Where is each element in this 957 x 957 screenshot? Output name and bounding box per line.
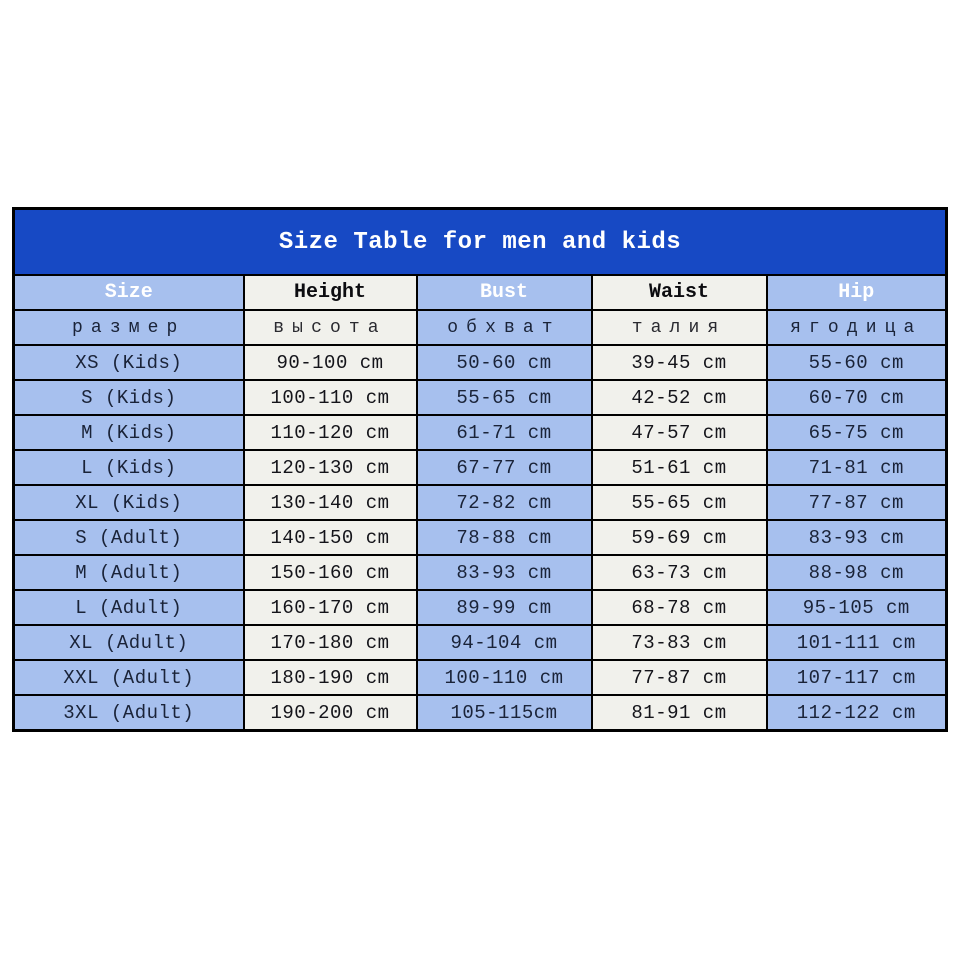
size-cell: XL (Kids) [12,484,245,521]
height-cell: 90-100 cm [242,344,418,381]
size-table: Size Table for men and kids Size Height … [12,207,949,732]
size-cell: M (Kids) [12,414,245,451]
waist-cell: 42-52 cm [590,379,768,416]
table-title: Size Table for men and kids [12,207,948,276]
bust-cell: 55-65 cm [415,379,593,416]
header-row: Size Height Bust Waist Hip [12,274,948,311]
waist-cell: 68-78 cm [590,589,768,626]
height-cell: 120-130 cm [242,449,418,486]
waist-cell: 63-73 cm [590,554,768,591]
height-cell: 190-200 cm [242,694,418,732]
table-row: L (Adult) 160-170 cm 89-99 cm 68-78 cm 95-10… [12,589,948,626]
size-table-container: Size Table for men and kids Size Height … [12,207,949,732]
title-row: Size Table for men and kids [12,207,948,276]
height-cell: 150-160 cm [242,554,418,591]
waist-cell: 39-45 cm [590,344,768,381]
table-row: S (Kids) 100-110 cm 55-65 cm 42-52 cm 60-70 … [12,379,948,416]
bust-cell: 100-110 cm [415,659,593,696]
table-row: 3XL (Adult) 190-200 cm 105-115cm 81-91 cm 11… [12,694,948,732]
bust-cell: 67-77 cm [415,449,593,486]
table-row: XL (Kids) 130-140 cm 72-82 cm 55-65 cm 77-87… [12,484,948,521]
table-body: XS (Kids) 90-100 cm 50-60 cm 39-45 cm 55-60 … [12,344,948,732]
hip-cell: 107-117 cm [765,659,948,696]
table-row: XL (Adult) 170-180 cm 94-104 cm 73-83 cm 101… [12,624,948,661]
table-row: L (Kids) 120-130 cm 67-77 cm 51-61 cm 71-81 … [12,449,948,486]
table-row: M (Kids) 110-120 cm 61-71 cm 47-57 cm 65-75 … [12,414,948,451]
column-subheader-hip-ru: ягодица [765,309,948,346]
bust-cell: 61-71 cm [415,414,593,451]
waist-cell: 77-87 cm [590,659,768,696]
waist-cell: 55-65 cm [590,484,768,521]
bust-cell: 89-99 cm [415,589,593,626]
hip-cell: 77-87 cm [765,484,948,521]
hip-cell: 71-81 cm [765,449,948,486]
table-row: M (Adult) 150-160 cm 83-93 cm 63-73 cm 88-98… [12,554,948,591]
column-header-bust: Bust [415,274,593,311]
height-cell: 180-190 cm [242,659,418,696]
table-row: XS (Kids) 90-100 cm 50-60 cm 39-45 cm 55-60 … [12,344,948,381]
hip-cell: 55-60 cm [765,344,948,381]
column-subheader-bust-ru: обхват [415,309,593,346]
height-cell: 100-110 cm [242,379,418,416]
table-row: XXL (Adult) 180-190 cm 100-110 cm 77-87 cm 1… [12,659,948,696]
height-cell: 160-170 cm [242,589,418,626]
hip-cell: 88-98 cm [765,554,948,591]
column-header-height: Height [242,274,418,311]
bust-cell: 72-82 cm [415,484,593,521]
hip-cell: 95-105 cm [765,589,948,626]
size-cell: XS (Kids) [12,344,245,381]
column-subheader-waist-ru: талия [590,309,768,346]
bust-cell: 83-93 cm [415,554,593,591]
height-cell: 110-120 cm [242,414,418,451]
waist-cell: 73-83 cm [590,624,768,661]
bust-cell: 105-115cm [415,694,593,732]
column-header-waist: Waist [590,274,768,311]
size-cell: 3XL (Adult) [12,694,245,732]
hip-cell: 83-93 cm [765,519,948,556]
size-cell: M (Adult) [12,554,245,591]
russian-header-row: размер высота обхват талия ягодица [12,309,948,346]
hip-cell: 101-111 cm [765,624,948,661]
hip-cell: 112-122 cm [765,694,948,732]
waist-cell: 59-69 cm [590,519,768,556]
column-header-size: Size [12,274,245,311]
column-subheader-height-ru: высота [242,309,418,346]
hip-cell: 65-75 cm [765,414,948,451]
waist-cell: 81-91 cm [590,694,768,732]
size-cell: XL (Adult) [12,624,245,661]
height-cell: 130-140 cm [242,484,418,521]
height-cell: 140-150 cm [242,519,418,556]
waist-cell: 47-57 cm [590,414,768,451]
hip-cell: 60-70 cm [765,379,948,416]
size-cell: L (Adult) [12,589,245,626]
column-header-hip: Hip [765,274,948,311]
bust-cell: 78-88 cm [415,519,593,556]
size-cell: S (Kids) [12,379,245,416]
waist-cell: 51-61 cm [590,449,768,486]
height-cell: 170-180 cm [242,624,418,661]
size-cell: L (Kids) [12,449,245,486]
bust-cell: 94-104 cm [415,624,593,661]
table-row: S (Adult) 140-150 cm 78-88 cm 59-69 cm 83-93… [12,519,948,556]
size-cell: S (Adult) [12,519,245,556]
column-subheader-size-ru: размер [12,309,245,346]
size-cell: XXL (Adult) [12,659,245,696]
bust-cell: 50-60 cm [415,344,593,381]
